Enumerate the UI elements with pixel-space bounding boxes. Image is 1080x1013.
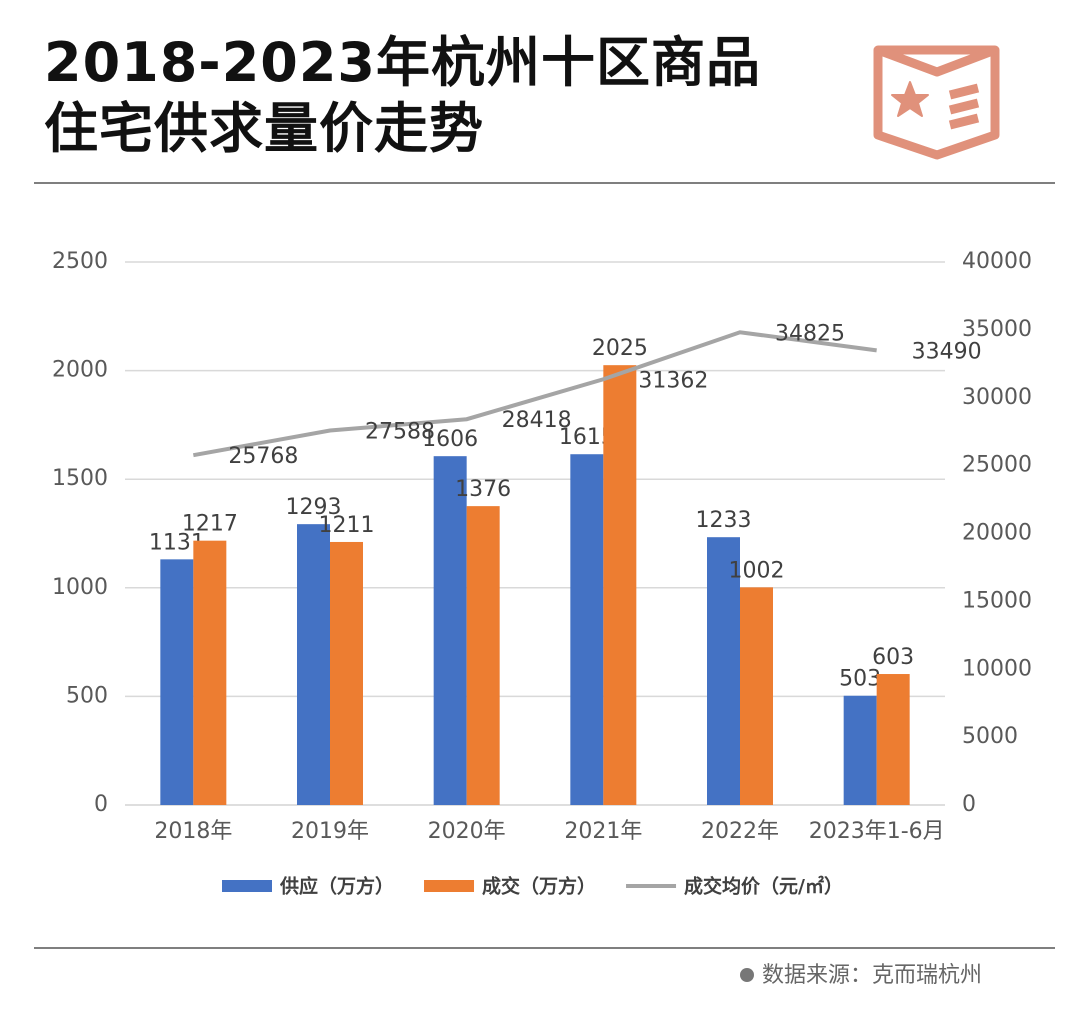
data-label: 1293 <box>286 495 342 520</box>
y2-tick-label: 35000 <box>962 317 1032 342</box>
y2-tick-label: 20000 <box>962 521 1032 546</box>
data-label: 503 <box>839 667 881 692</box>
data-label: 1211 <box>319 513 375 538</box>
legend-swatch <box>424 880 475 892</box>
line <box>192 330 877 458</box>
bar <box>876 674 910 805</box>
x-tick-label: 2021年 <box>564 819 642 844</box>
bar <box>707 537 740 805</box>
y2-tick-label: 30000 <box>962 385 1032 410</box>
bar <box>570 454 604 805</box>
bar <box>740 587 773 805</box>
bar <box>297 524 330 805</box>
y2-tick-label: 40000 <box>962 249 1032 274</box>
source: 数据来源：克而瑞杭州 <box>762 963 982 988</box>
data-label: 1217 <box>182 512 238 537</box>
data-label: 1376 <box>455 477 511 502</box>
data-label: 25768 <box>228 444 298 469</box>
legend-label: 成交均价（元/㎡） <box>684 875 843 898</box>
logo-icon <box>873 45 1000 160</box>
y2-tick-label: 10000 <box>962 656 1032 681</box>
x-tick-label: 2023年1-6月 <box>809 819 945 844</box>
y-tick-label: 1000 <box>52 575 108 600</box>
data-label: 2025 <box>592 336 648 361</box>
legend-swatch <box>222 880 272 892</box>
data-label: 31362 <box>638 368 708 393</box>
bar <box>433 456 467 805</box>
bar <box>160 559 194 805</box>
bar <box>330 541 363 805</box>
y-tick-label: 0 <box>94 792 108 817</box>
y2-tick-label: 15000 <box>962 588 1032 613</box>
legend-label: 成交（万方） <box>482 875 596 898</box>
data-label: 1606 <box>422 427 478 452</box>
data-label: 34825 <box>775 321 845 346</box>
x-tick-label: 2022年 <box>701 819 779 844</box>
data-label: 1233 <box>696 508 752 533</box>
data-label: 1002 <box>729 558 785 583</box>
y-tick-label: 500 <box>66 683 108 708</box>
chart-title: 2018-2023年杭州十区商品住宅供求量价走势 <box>44 31 761 160</box>
bar <box>843 695 877 805</box>
y2-tick-label: 25000 <box>962 453 1032 478</box>
y2-tick-label: 5000 <box>962 724 1018 749</box>
bar <box>466 506 500 805</box>
y-tick-label: 2000 <box>52 358 108 383</box>
data-label: 33490 <box>912 339 982 364</box>
data-label: 27588 <box>365 419 435 444</box>
y2-tick-label: 0 <box>962 792 976 817</box>
x-tick-label: 2020年 <box>428 819 506 844</box>
x-tick-label: 2019年 <box>291 819 369 844</box>
bar <box>193 540 227 805</box>
y-tick-label: 1500 <box>52 466 108 491</box>
y-tick-label: 2500 <box>52 249 108 274</box>
data-label: 28418 <box>502 408 572 433</box>
legend-label: 供应（万方） <box>279 875 394 898</box>
x-tick-label: 2018年 <box>154 819 232 844</box>
bar <box>603 365 637 805</box>
data-label: 603 <box>872 645 914 670</box>
source-dot <box>740 968 754 982</box>
